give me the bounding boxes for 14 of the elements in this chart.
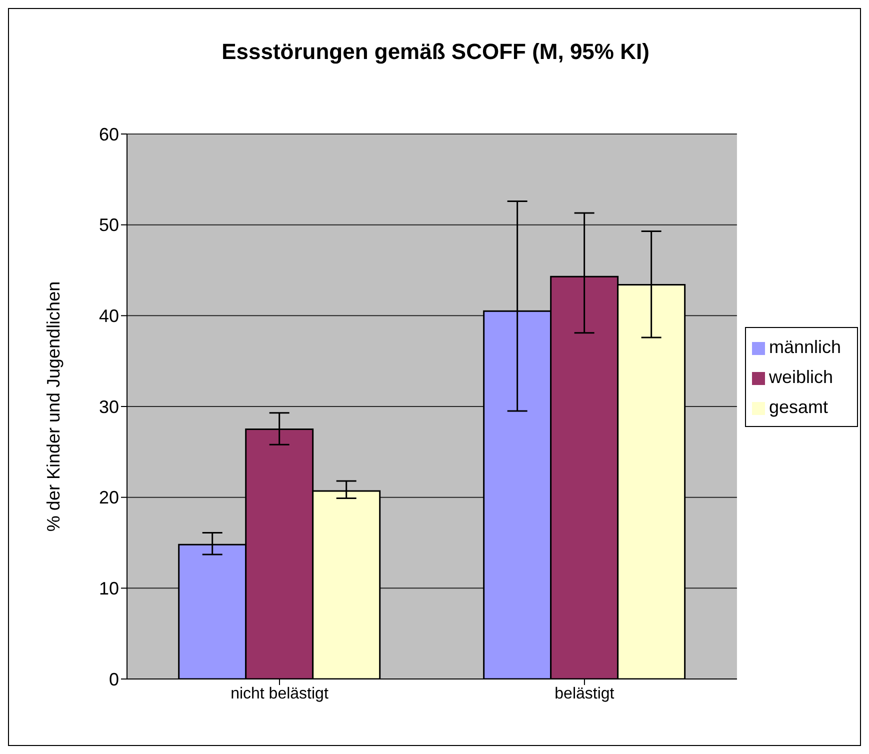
chart-title: Essstörungen gemäß SCOFF (M, 95% KI) (220, 39, 650, 65)
y-tick-label: 50 (98, 215, 119, 236)
y-axis-title: % der Kinder und Jugendlichen (43, 281, 64, 532)
legend-label: männlich (768, 337, 841, 357)
legend-label: gesamt (768, 397, 828, 417)
y-tick-label: 10 (98, 578, 119, 599)
y-tick-label: 40 (98, 306, 119, 326)
legend-label: weiblich (768, 367, 833, 387)
x-tick-label: nicht belästigt (230, 685, 329, 702)
y-tick-label: 60 (98, 124, 119, 144)
y-tick-label: 30 (98, 396, 119, 417)
x-tick-label: belästigt (554, 685, 615, 702)
y-tick-label: 20 (98, 488, 119, 508)
y-tick-label: 0 (108, 669, 119, 690)
